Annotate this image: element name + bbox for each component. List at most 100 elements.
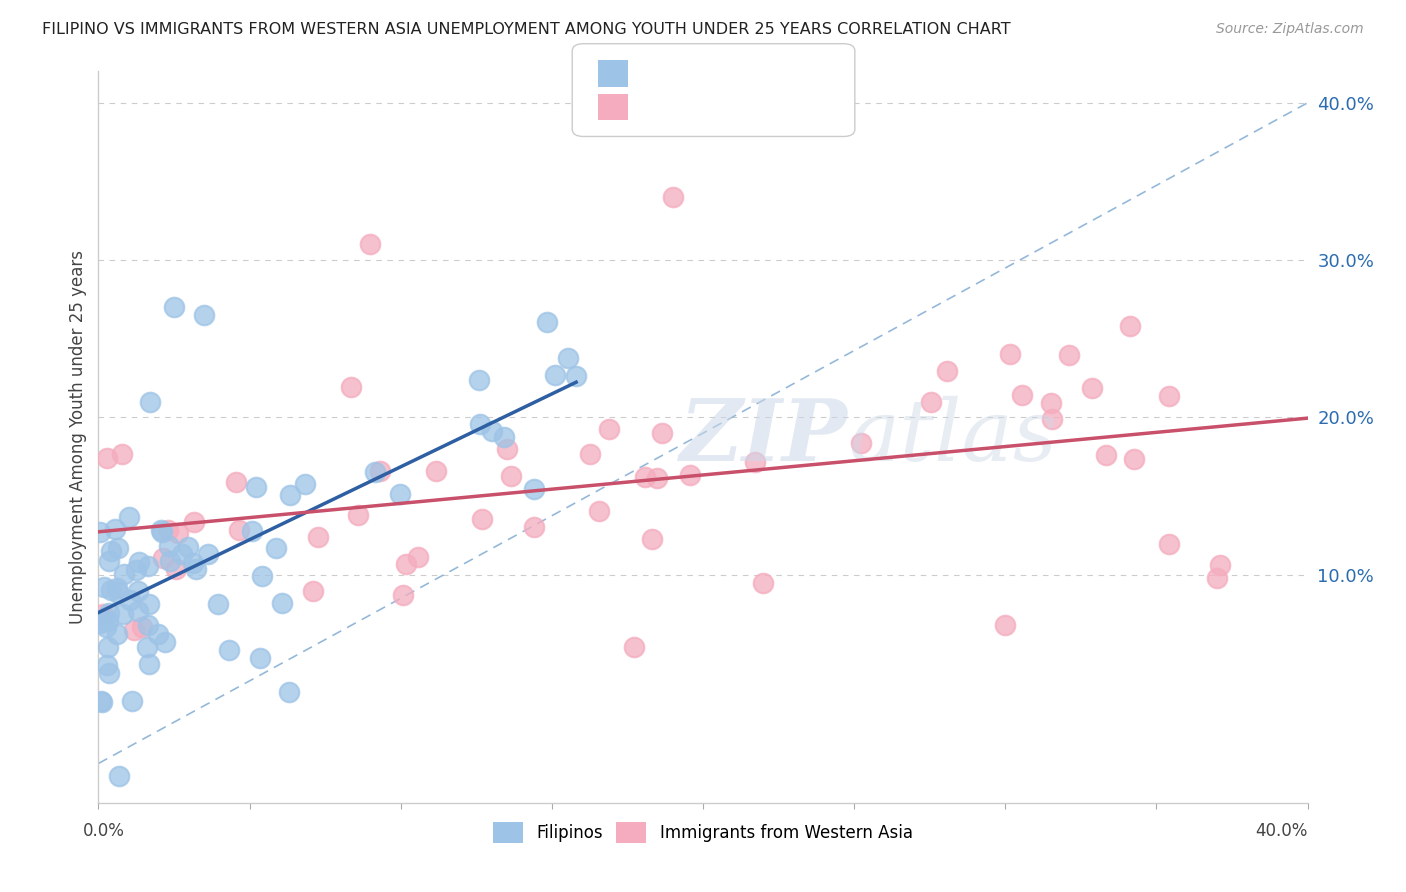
Text: atlas: atlas xyxy=(848,396,1057,478)
Point xyxy=(197,547,219,561)
Point xyxy=(107,541,129,555)
Point xyxy=(165,562,187,576)
Point xyxy=(998,346,1021,360)
Point xyxy=(118,593,141,607)
Point xyxy=(391,588,413,602)
Point xyxy=(97,554,120,568)
Point xyxy=(1081,382,1104,396)
Point xyxy=(184,562,207,576)
Point xyxy=(280,487,302,501)
Point xyxy=(523,520,546,534)
Point xyxy=(249,651,271,665)
Point xyxy=(302,584,325,599)
Point xyxy=(994,618,1017,632)
Point xyxy=(1040,396,1063,410)
Point xyxy=(139,395,162,409)
Point xyxy=(150,523,173,537)
Point xyxy=(468,373,491,387)
Point xyxy=(360,237,382,252)
Point xyxy=(105,627,128,641)
Point xyxy=(471,512,494,526)
Point xyxy=(183,515,205,529)
Point xyxy=(395,558,418,572)
Point xyxy=(1119,318,1142,333)
Legend: Filipinos, Immigrants from Western Asia: Filipinos, Immigrants from Western Asia xyxy=(486,815,920,849)
Point xyxy=(1095,448,1118,462)
Point xyxy=(89,525,111,540)
Point xyxy=(645,471,668,485)
Text: FILIPINO VS IMMIGRANTS FROM WESTERN ASIA UNEMPLOYMENT AMONG YOUTH UNDER 25 YEARS: FILIPINO VS IMMIGRANTS FROM WESTERN ASIA… xyxy=(42,22,1011,37)
Point xyxy=(588,504,610,518)
Point xyxy=(100,544,122,558)
Point xyxy=(245,479,267,493)
Point xyxy=(1123,451,1146,466)
Point xyxy=(425,464,447,478)
Point xyxy=(146,627,169,641)
Point xyxy=(152,524,174,539)
Point xyxy=(225,475,247,489)
Point xyxy=(97,640,120,654)
Point xyxy=(920,395,942,409)
Point xyxy=(112,607,135,621)
Text: ZIP: ZIP xyxy=(681,395,848,479)
Point xyxy=(93,580,115,594)
Point xyxy=(96,451,118,466)
Point xyxy=(278,685,301,699)
Point xyxy=(98,606,121,620)
Point xyxy=(218,642,240,657)
Point xyxy=(557,351,579,365)
Point xyxy=(124,563,146,577)
Point xyxy=(744,455,766,469)
Point xyxy=(523,482,546,496)
Point xyxy=(181,556,204,570)
Point xyxy=(207,597,229,611)
Point xyxy=(138,597,160,611)
Point xyxy=(388,487,411,501)
Point xyxy=(307,530,329,544)
Point xyxy=(166,525,188,540)
Point xyxy=(138,618,160,632)
Point xyxy=(598,422,620,436)
Point xyxy=(481,424,503,438)
Point xyxy=(634,469,657,483)
Point xyxy=(1209,558,1232,572)
Point xyxy=(138,657,160,671)
Point xyxy=(347,508,370,523)
Point xyxy=(89,615,111,630)
Point xyxy=(112,566,135,581)
Point xyxy=(250,569,273,583)
Point xyxy=(1159,388,1181,402)
Point xyxy=(97,614,120,628)
Point xyxy=(96,658,118,673)
Point xyxy=(177,541,200,555)
Point xyxy=(565,369,588,384)
Point xyxy=(127,604,149,618)
Point xyxy=(136,640,159,655)
Point xyxy=(1057,348,1080,362)
Point xyxy=(122,624,145,638)
Point xyxy=(1157,536,1180,550)
Point xyxy=(159,554,181,568)
Point xyxy=(91,607,114,622)
Point xyxy=(155,635,177,649)
Point xyxy=(851,436,873,450)
Point xyxy=(294,477,316,491)
Point xyxy=(543,368,565,382)
Point xyxy=(494,430,516,444)
Point xyxy=(107,769,129,783)
Point xyxy=(623,640,645,654)
Point xyxy=(270,596,292,610)
Point xyxy=(136,559,159,574)
Point xyxy=(579,447,602,461)
Point xyxy=(1040,412,1063,426)
Point xyxy=(499,469,522,483)
Point xyxy=(118,509,141,524)
Point xyxy=(641,532,664,546)
Point xyxy=(468,417,491,431)
Point xyxy=(105,581,128,595)
Point xyxy=(679,467,702,482)
Point xyxy=(935,364,957,378)
Point xyxy=(91,613,114,627)
Point xyxy=(98,666,121,681)
Point xyxy=(172,547,194,561)
